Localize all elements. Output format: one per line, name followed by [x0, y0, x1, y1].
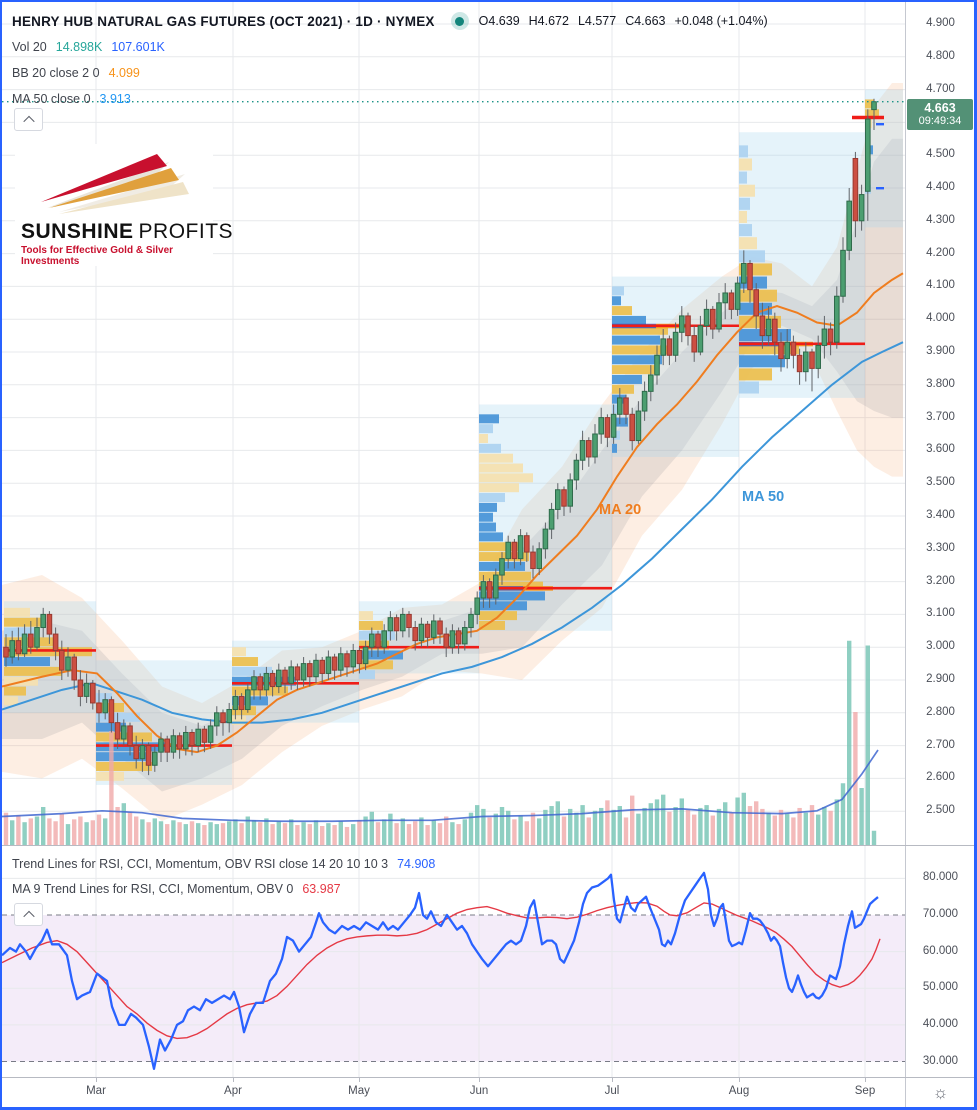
month-label: Sep [854, 1085, 876, 1097]
countdown-timer: 09:49:34 [918, 114, 962, 127]
chart-legend: HENRY HUB NATURAL GAS FUTURES (OCT 2021)… [12, 8, 777, 112]
change-value: +0.048 (+1.04%) [674, 14, 768, 28]
price-tick-label: 2.500 [926, 804, 955, 817]
logo-arrows-graphic [41, 154, 189, 214]
price-tick-label: 4.900 [926, 17, 955, 29]
price-tick-label: 3.700 [926, 410, 955, 423]
volume-indicator-label: Vol 20 [12, 40, 47, 54]
close-value: C4.663 [625, 14, 666, 28]
high-value: H4.672 [528, 14, 569, 28]
month-label: Apr [224, 1085, 242, 1097]
rsi-ma-value: 63.987 [302, 881, 341, 896]
price-tick-label: 4.000 [926, 312, 955, 325]
price-tick-label: 4.700 [926, 82, 955, 95]
month-tick [359, 1078, 360, 1082]
price-tick-label: 4.800 [926, 49, 955, 62]
chevron-up-icon [22, 910, 35, 922]
rsi-tick-label: 50.000 [922, 981, 959, 994]
axis-settings-corner: ☼ [905, 1078, 974, 1107]
logo-tagline: Tools for Effective Gold & Silver Invest… [21, 245, 174, 267]
price-tick-label: 3.300 [926, 541, 955, 554]
ma50-chart-label: MA 50 [742, 489, 785, 505]
price-tick-label: 3.000 [926, 640, 955, 653]
volume-ma-value: 107.601K [111, 40, 165, 54]
last-price: 4.663 [924, 100, 956, 115]
gear-icon[interactable]: ☼ [932, 1082, 949, 1102]
price-tick-label: 4.300 [926, 213, 955, 226]
month-label: Mar [86, 1085, 106, 1097]
month-tick [233, 1078, 234, 1082]
rsi-tick-label: 40.000 [922, 1017, 959, 1030]
price-tick-label: 3.600 [926, 443, 955, 456]
bb-value: 4.099 [108, 66, 140, 80]
month-label: Aug [728, 1085, 750, 1097]
price-axis[interactable]: 4.663 09:49:34 4.9004.8004.7004.6004.500… [905, 2, 974, 1077]
price-tick-label: 3.400 [926, 509, 955, 521]
price-tick-label: 4.500 [926, 148, 955, 161]
price-tick-label: 4.200 [926, 246, 955, 259]
month-tick [865, 1078, 866, 1082]
collapse-rsi-pane-button[interactable] [14, 903, 43, 926]
collapse-pane-button[interactable] [14, 108, 43, 131]
rsi-ma-indicator-label: MA 9 Trend Lines for RSI, CCI, Momentum,… [12, 881, 294, 896]
ma50-value: 3.913 [99, 92, 131, 106]
ohlc-values: O4.639 H4.672 L4.577 C4.663 +0.048 (+1.04%) [479, 12, 777, 30]
rsi-tick-label: 30.000 [922, 1054, 959, 1067]
volume-value: 14.898K [55, 40, 103, 54]
pane-separator[interactable] [2, 845, 974, 846]
month-label: Jul [604, 1085, 620, 1097]
ma50-indicator-row[interactable]: MA 50 close 0 3.913 [12, 86, 777, 112]
price-tick-label: 2.900 [926, 673, 955, 685]
bb-indicator-row[interactable]: BB 20 close 2 0 4.099 [12, 60, 777, 86]
rsi-tick-label: 70.000 [922, 908, 959, 920]
price-tick-label: 3.500 [926, 476, 955, 489]
ma20-chart-label: MA 20 [599, 502, 642, 518]
chevron-up-icon [22, 115, 35, 127]
price-tick-label: 4.100 [926, 279, 955, 292]
price-tick-label: 3.200 [926, 574, 955, 587]
rsi-value: 74.908 [397, 856, 436, 871]
rsi-indicator-row[interactable]: Trend Lines for RSI, CCI, Momentum, OBV … [12, 851, 444, 876]
low-value: L4.577 [577, 14, 617, 28]
time-axis[interactable]: Mar Apr May Jun Jul Aug Sep [2, 1078, 905, 1107]
rsi-tick-label: 80.000 [922, 871, 959, 884]
market-status-icon[interactable] [450, 12, 469, 30]
symbol-row[interactable]: HENRY HUB NATURAL GAS FUTURES (OCT 2021)… [12, 8, 777, 34]
bb-indicator-label: BB 20 close 2 0 [12, 66, 100, 80]
month-tick [612, 1078, 613, 1082]
price-tick-label: 3.100 [926, 607, 955, 620]
time-axis-separator [2, 1077, 974, 1078]
last-price-badge: 4.663 09:49:34 [907, 98, 973, 130]
price-tick-label: 3.900 [926, 345, 955, 357]
price-tick-label: 2.600 [926, 771, 955, 784]
rsi-indicator-label: Trend Lines for RSI, CCI, Momentum, OBV … [12, 856, 389, 871]
logo-title: SUNSHINE PROFITS [21, 220, 234, 243]
ma50-indicator-label: MA 50 close 0 [12, 92, 91, 106]
month-label: May [348, 1085, 370, 1097]
price-tick-label: 4.400 [926, 181, 955, 193]
open-value: O4.639 [478, 14, 520, 28]
price-tick-label: 2.800 [926, 705, 955, 718]
month-label: Jun [469, 1085, 489, 1097]
price-tick-label: 2.700 [926, 738, 955, 751]
sunshine-profits-logo: SUNSHINE PROFITS Tools for Effective Gold… [15, 144, 234, 267]
symbol-title[interactable]: HENRY HUB NATURAL GAS FUTURES (OCT 2021)… [12, 13, 435, 29]
rsi-ma-indicator-row[interactable]: MA 9 Trend Lines for RSI, CCI, Momentum,… [12, 876, 444, 901]
rsi-tick-label: 60.000 [922, 944, 959, 957]
month-tick [96, 1078, 97, 1082]
month-tick [739, 1078, 740, 1082]
price-chart-canvas[interactable] [2, 2, 905, 845]
rsi-legend: Trend Lines for RSI, CCI, Momentum, OBV … [12, 851, 444, 901]
month-tick [479, 1078, 480, 1082]
volume-indicator-row[interactable]: Vol 20 14.898K 107.601K [12, 34, 777, 60]
rsi-pane-canvas[interactable] [2, 846, 905, 1077]
price-tick-label: 3.800 [926, 377, 955, 390]
